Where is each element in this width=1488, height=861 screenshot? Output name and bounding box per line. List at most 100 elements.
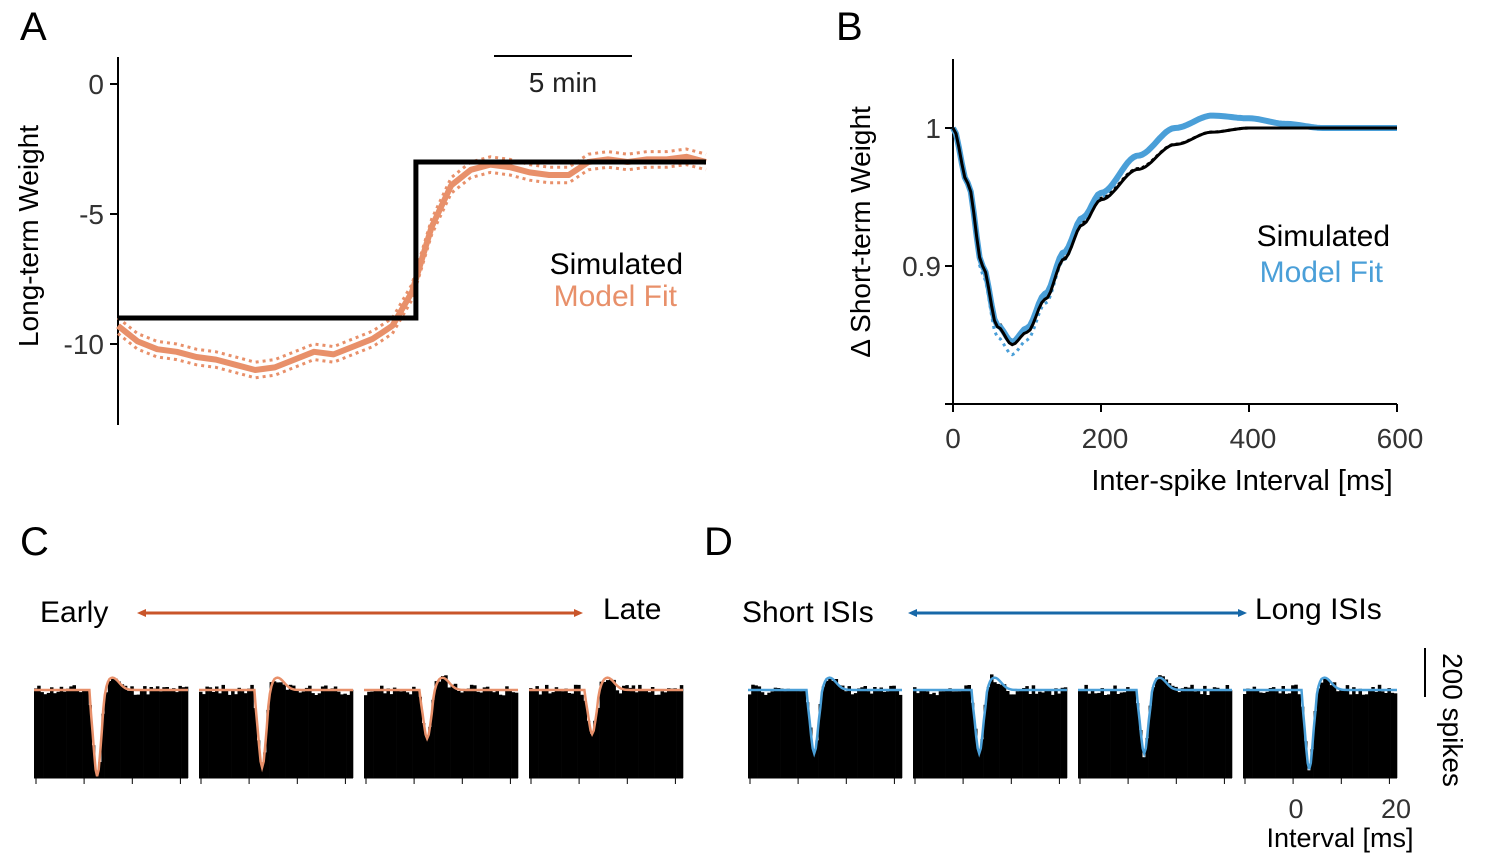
- histogram-bar: [1164, 679, 1169, 778]
- histogram-bar: [1307, 770, 1311, 778]
- histogram-bar: [1249, 689, 1253, 778]
- histogram-bar: [925, 691, 930, 778]
- histogram-bar: [957, 691, 962, 778]
- histogram-bar: [482, 687, 487, 778]
- histogram-bar: [1063, 687, 1068, 778]
- panel-c-arrow-head-right: [574, 609, 583, 617]
- histogram-bar: [85, 690, 89, 778]
- histogram-bar: [1212, 687, 1217, 778]
- histogram: [748, 676, 903, 784]
- histogram-bar: [993, 682, 997, 778]
- histogram-bar: [1097, 692, 1101, 778]
- histogram-bar: [545, 684, 549, 778]
- histogram-bar: [162, 687, 166, 778]
- histogram-bar: [1183, 686, 1188, 778]
- histogram-bar: [1243, 694, 1247, 778]
- histogram-bar: [78, 692, 83, 778]
- histogram-bar: [1336, 691, 1340, 778]
- histogram-bar: [1119, 692, 1124, 778]
- histogram-bar: [1393, 693, 1398, 778]
- histogram-bar: [288, 684, 293, 778]
- panel-a-legend-simulated: Simulated: [550, 248, 683, 281]
- histogram-bar: [165, 687, 169, 778]
- histogram-bar: [1180, 688, 1185, 778]
- histogram-bar: [1209, 690, 1213, 778]
- histogram-bar: [857, 688, 861, 778]
- histogram-bar: [898, 694, 903, 778]
- histogram-bar: [1271, 687, 1276, 778]
- histogram-bar: [295, 689, 299, 778]
- histogram-bar: [837, 685, 842, 778]
- histogram-bar: [181, 687, 186, 778]
- histogram-bar: [1252, 686, 1257, 778]
- histogram-bar: [853, 693, 858, 778]
- panel-b-xtick-label: 200: [1082, 423, 1129, 454]
- histogram-bar: [237, 687, 241, 778]
- histogram-bar: [1222, 690, 1226, 778]
- histogram-bar: [1294, 684, 1298, 778]
- histogram-bar: [818, 704, 823, 778]
- histogram-bar: [670, 688, 674, 778]
- histogram-bar: [412, 686, 416, 778]
- histogram-bar: [548, 693, 552, 778]
- histogram-bar: [111, 678, 115, 778]
- histogram-bar: [1084, 684, 1088, 778]
- histogram-bar: [913, 687, 917, 778]
- panel-b-xlabel: Inter-spike Interval [ms]: [1091, 465, 1392, 497]
- histogram-bar: [279, 682, 283, 778]
- histogram-bar: [1326, 679, 1330, 778]
- histogram-bar: [1323, 678, 1327, 778]
- histogram-bar: [1100, 688, 1104, 778]
- histogram-bar: [396, 690, 400, 778]
- histogram-bar: [954, 691, 959, 778]
- histogram-bar: [945, 689, 949, 778]
- histogram-bar: [860, 687, 864, 778]
- panel-a-legend-model-fit: Model Fit: [554, 280, 678, 313]
- histogram-bar: [1031, 685, 1036, 778]
- histogram-bar: [844, 691, 848, 778]
- histogram-bar: [961, 689, 965, 778]
- histogram-bar: [935, 695, 939, 778]
- histogram-bar: [1129, 690, 1133, 778]
- histogram-bar: [615, 690, 620, 778]
- histogram-bar: [1329, 685, 1334, 778]
- histogram-bar: [1132, 689, 1136, 778]
- histogram-bar: [218, 693, 222, 778]
- histogram-bar: [986, 686, 991, 778]
- panel-b-ytick-label: 0.9: [902, 251, 941, 282]
- histogram: [913, 674, 1068, 784]
- histogram-bar: [1047, 689, 1052, 778]
- histogram-bar: [168, 688, 173, 778]
- histogram-bar: [59, 686, 64, 778]
- histogram-bar: [564, 688, 568, 778]
- histogram-bar: [1216, 687, 1220, 778]
- histogram-bar: [1300, 706, 1305, 778]
- histogram-bar: [1358, 688, 1362, 778]
- histogram-bar: [1374, 691, 1378, 778]
- histogram-bar: [155, 686, 160, 778]
- histogram-bar: [234, 694, 238, 778]
- histogram-bar: [243, 693, 248, 778]
- histogram-bar: [408, 694, 413, 778]
- histogram-bar: [260, 764, 264, 778]
- histogram-bar: [320, 686, 325, 778]
- histogram-bar: [895, 690, 900, 778]
- histogram-bar: [754, 685, 758, 778]
- histogram-bar: [485, 686, 490, 778]
- histogram-bar: [434, 681, 439, 778]
- histogram-bar: [175, 692, 179, 778]
- histogram-bar: [34, 688, 38, 778]
- histogram-bar: [932, 692, 936, 778]
- histogram-bar: [873, 687, 877, 778]
- histogram-bar: [869, 693, 874, 778]
- histogram-bar: [476, 691, 480, 778]
- panel-a-ytick-label: 0: [88, 69, 104, 100]
- histogram-bar: [1265, 691, 1269, 778]
- histogram-bar: [178, 685, 182, 778]
- histogram-bar: [805, 702, 810, 778]
- histogram-bar: [364, 695, 368, 778]
- histogram-bar: [1246, 688, 1250, 778]
- histogram-bar: [143, 686, 147, 778]
- panel-d-arrow-right-label: Long ISIs: [1255, 593, 1382, 626]
